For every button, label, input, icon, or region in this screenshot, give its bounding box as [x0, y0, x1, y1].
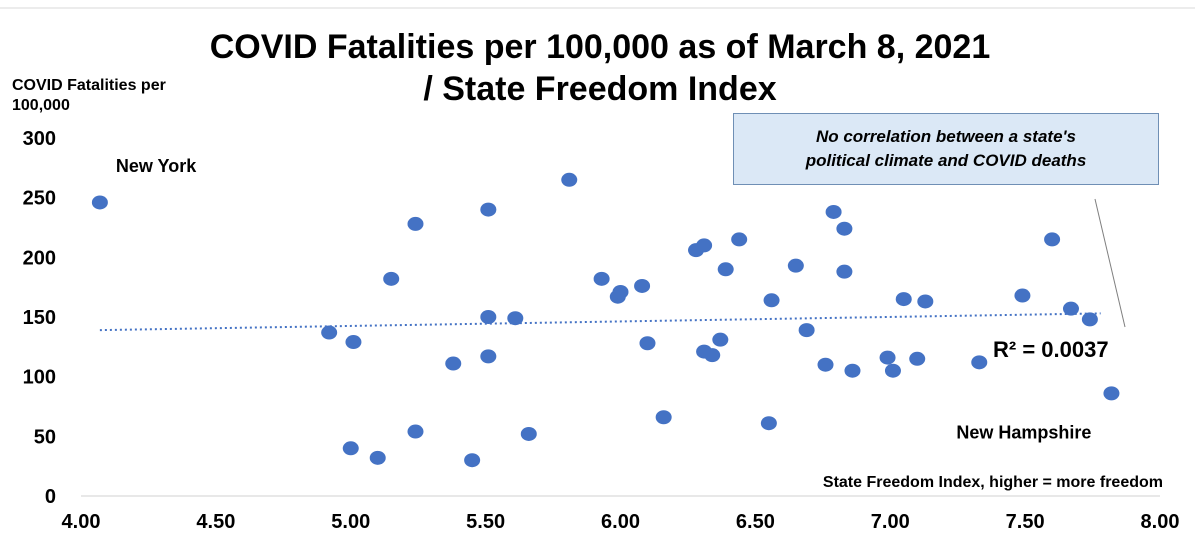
data-point [763, 293, 780, 308]
x-tick-label: 7.50 [1006, 511, 1045, 533]
x-tick-label: 4.00 [62, 511, 101, 533]
y-axis-label: COVID Fatalities per 100,000 [12, 77, 170, 114]
annotation-box: No correlation between a state's politic… [733, 113, 1159, 185]
data-point [717, 262, 734, 277]
data-point [836, 221, 853, 236]
data-point [909, 351, 926, 366]
data-point [1044, 232, 1061, 247]
data-point [91, 195, 108, 210]
data-point [369, 450, 386, 465]
x-tick-label: 8.00 [1141, 511, 1180, 533]
y-tick-label: 250 [23, 188, 56, 210]
x-tick-label: 5.50 [466, 511, 505, 533]
chart-subtitle: / State Freedom Index [423, 70, 776, 108]
data-point [1103, 386, 1120, 401]
y-axis-label-line-2: 100,000 [12, 97, 70, 114]
trendline [99, 312, 1101, 332]
y-tick-label: 100 [23, 367, 56, 389]
data-point [520, 426, 537, 441]
data-point [464, 453, 481, 468]
data-point [817, 357, 834, 372]
label-new-hampshire: New Hampshire [956, 422, 1091, 442]
data-point [561, 172, 578, 187]
data-point [383, 271, 400, 286]
data-point [593, 271, 610, 286]
annotation-line-2: political climate and COVID deaths [805, 151, 1087, 170]
chart-title: COVID Fatalities per 100,000 as of March… [210, 28, 991, 66]
y-axis-label-line-1: COVID Fatalities per [12, 77, 166, 94]
data-point [760, 416, 777, 431]
data-point [612, 284, 629, 299]
y-tick-labels: 0 50 100 150 200 250 300 [23, 128, 56, 508]
data-point [917, 294, 934, 309]
x-tick-labels: 4.00 4.50 5.00 5.50 6.00 6.50 7.00 7.50 8.00 [62, 511, 1180, 533]
data-point [1062, 301, 1079, 316]
data-point [884, 363, 901, 378]
x-tick-label: 5.00 [331, 511, 370, 533]
annotation-leader-line [1094, 198, 1126, 328]
data-point [407, 424, 424, 439]
data-point [895, 292, 912, 307]
data-point [1014, 288, 1031, 303]
x-tick-label: 4.50 [196, 511, 235, 533]
data-point [1081, 312, 1098, 327]
data-point [696, 238, 713, 253]
x-tick-label: 6.00 [601, 511, 640, 533]
data-point [342, 441, 359, 456]
data-points [91, 172, 1120, 468]
data-point [321, 325, 338, 340]
y-tick-label: 300 [23, 128, 56, 150]
data-point [634, 278, 651, 293]
data-point [787, 258, 804, 273]
data-point [704, 348, 721, 363]
x-axis-label: State Freedom Index, higher = more freed… [823, 474, 1163, 491]
data-point [825, 204, 842, 219]
y-tick-label: 50 [34, 426, 56, 448]
data-point [712, 332, 729, 347]
data-point [480, 310, 497, 324]
data-point [480, 349, 497, 364]
data-point [345, 335, 362, 350]
data-point [655, 410, 672, 425]
y-tick-label: 200 [23, 247, 56, 269]
data-point [731, 232, 748, 247]
data-point [639, 336, 656, 351]
data-point [507, 311, 524, 326]
y-tick-label: 0 [45, 486, 56, 508]
data-point [844, 363, 861, 378]
data-point [798, 323, 815, 338]
data-point [836, 264, 853, 279]
data-point [879, 350, 896, 365]
x-tick-label: 6.50 [736, 511, 775, 533]
data-point [480, 202, 497, 217]
r-squared-label: R² = 0.0037 [993, 337, 1109, 362]
x-tick-label: 7.00 [871, 511, 910, 533]
data-point [445, 356, 462, 371]
y-tick-label: 150 [23, 307, 56, 329]
annotation-line-1: No correlation between a state's [815, 127, 1077, 146]
data-point [407, 216, 424, 231]
data-point [971, 355, 988, 370]
label-new-york: New York [116, 156, 197, 176]
